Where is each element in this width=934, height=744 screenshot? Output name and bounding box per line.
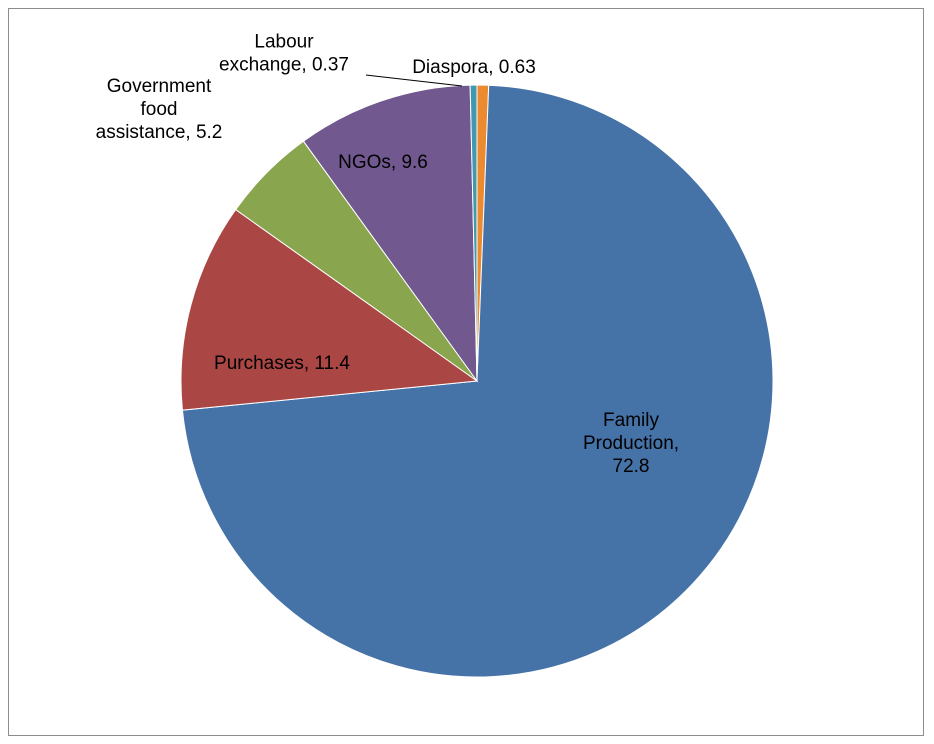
- leader-line-labour-exchange: [365, 74, 463, 87]
- data-label-line: Family: [603, 410, 659, 431]
- pie-slice-purchases: [180, 208, 479, 411]
- data-label-line: Labour: [254, 32, 314, 53]
- data-label-labour-exchange: Labour exchange, 0.37: [219, 32, 349, 76]
- data-label-line: 72.8: [613, 456, 650, 477]
- data-label-line: Purchases, 11.4: [214, 353, 350, 374]
- data-label-purchases: Purchases, 11.4: [214, 353, 350, 374]
- data-label-line: NGOs, 9.6: [338, 152, 428, 173]
- data-label-family-production: Family Production, 72.8: [583, 410, 679, 477]
- data-label-line: food: [141, 99, 178, 120]
- data-label-line: assistance, 5.2: [96, 122, 223, 143]
- data-label-line: Production,: [583, 433, 679, 454]
- data-label-diaspora: Diaspora, 0.63: [412, 57, 536, 78]
- pie-slice-labour-exchange: [469, 84, 478, 382]
- data-label-line: Government: [107, 76, 212, 97]
- data-label-ngos: NGOs, 9.6: [338, 152, 428, 173]
- data-label-line: exchange, 0.37: [219, 55, 349, 76]
- data-label-government-food-assistance: Government food assistance, 5.2: [96, 76, 223, 143]
- data-label-line: Diaspora, 0.63: [412, 57, 536, 78]
